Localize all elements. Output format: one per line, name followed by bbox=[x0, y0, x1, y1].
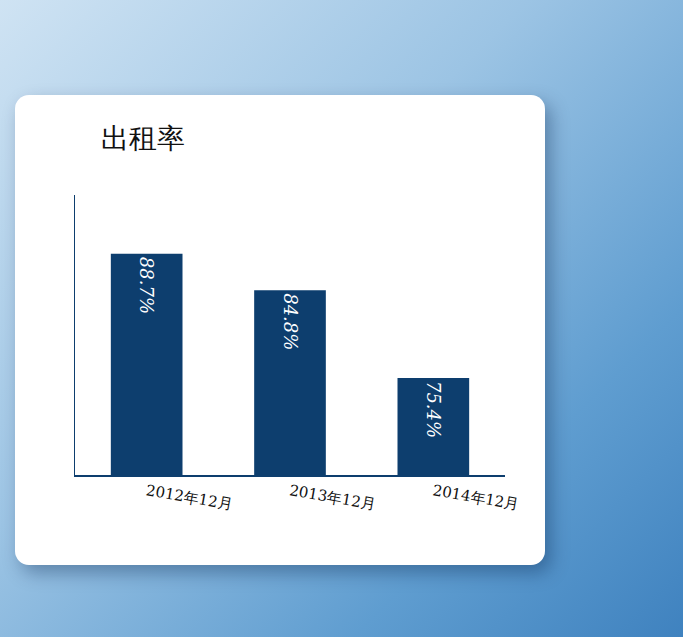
svg-text:2013年12月: 2013年12月 bbox=[288, 481, 377, 514]
svg-text:出租率: 出租率 bbox=[101, 122, 185, 155]
svg-text:88.7%: 88.7% bbox=[136, 257, 157, 314]
svg-text:84.8%: 84.8% bbox=[280, 293, 301, 350]
svg-text:2012年12月: 2012年12月 bbox=[145, 481, 234, 514]
svg-text:75.4%: 75.4% bbox=[423, 381, 444, 438]
svg-text:2014年12月: 2014年12月 bbox=[431, 481, 520, 514]
